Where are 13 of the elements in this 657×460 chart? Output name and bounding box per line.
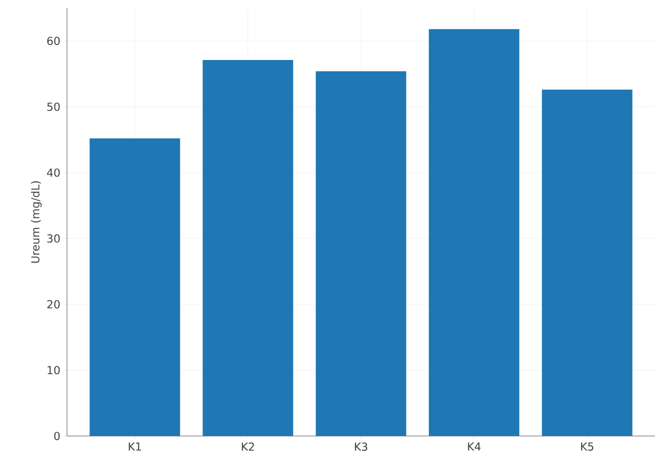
y-axis-title: Ureum (mg/dL) xyxy=(30,181,42,263)
x-tick-label: K5 xyxy=(581,442,594,451)
x-tick-label: K3 xyxy=(354,442,368,451)
y-tick-label: 40 xyxy=(47,168,60,177)
x-tick-label: K4 xyxy=(468,442,481,451)
y-tick-label: 50 xyxy=(47,102,60,111)
y-tick-label: 30 xyxy=(47,234,60,243)
y-tick-label: 20 xyxy=(47,300,60,308)
y-tick-label: 10 xyxy=(48,366,60,374)
y-tick-label: 0 xyxy=(54,432,60,440)
x-tick-label: K2 xyxy=(242,442,254,451)
y-tick-label: 60 xyxy=(47,36,60,46)
x-tick-label: K1 xyxy=(128,442,141,451)
